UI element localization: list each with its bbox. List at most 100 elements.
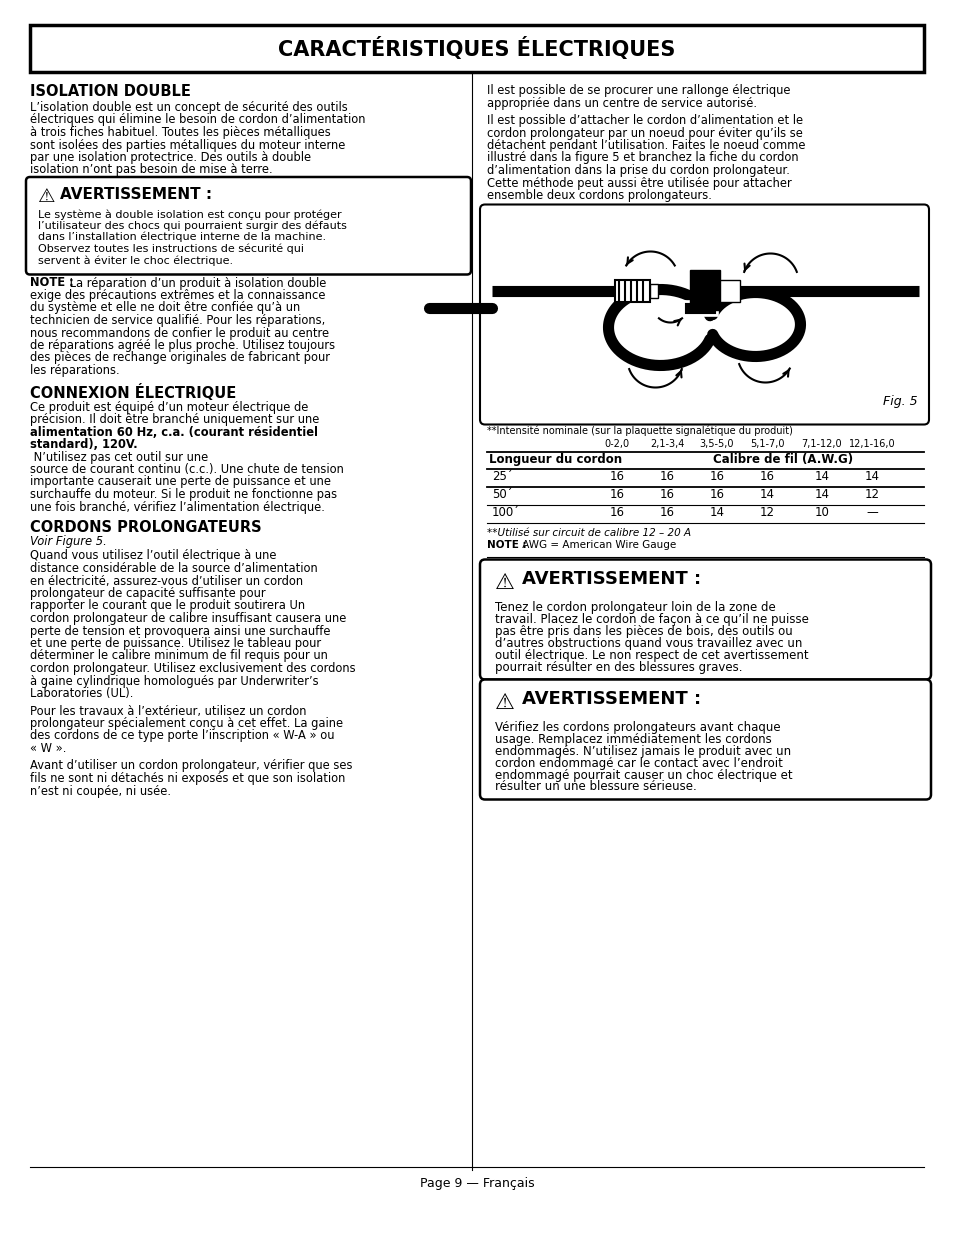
Text: AVERTISSEMENT :: AVERTISSEMENT : bbox=[521, 690, 700, 709]
Text: 16: 16 bbox=[709, 489, 723, 501]
Text: Observez toutes les instructions de sécurité qui: Observez toutes les instructions de sécu… bbox=[38, 243, 304, 254]
Text: 50´: 50´ bbox=[492, 489, 512, 501]
Text: La réparation d’un produit à isolation double: La réparation d’un produit à isolation d… bbox=[66, 277, 326, 289]
FancyBboxPatch shape bbox=[479, 679, 930, 799]
Text: déterminer le calibre minimum de fil requis pour un: déterminer le calibre minimum de fil req… bbox=[30, 650, 328, 662]
Text: Voir Figure 5.: Voir Figure 5. bbox=[30, 535, 107, 548]
Text: précision. Il doit être branché uniquement sur une: précision. Il doit être branché uniqueme… bbox=[30, 412, 319, 426]
Text: source de courant continu (c.c.). Une chute de tension: source de courant continu (c.c.). Une ch… bbox=[30, 463, 343, 475]
Text: 16: 16 bbox=[609, 489, 624, 501]
Bar bbox=[690, 269, 720, 310]
Text: ⚠: ⚠ bbox=[38, 186, 55, 206]
Text: à gaine cylindrique homologués par Underwriter’s: à gaine cylindrique homologués par Under… bbox=[30, 674, 318, 688]
Text: 14: 14 bbox=[814, 489, 828, 501]
Text: 12,1-16,0: 12,1-16,0 bbox=[848, 438, 894, 448]
Text: les réparations.: les réparations. bbox=[30, 364, 119, 377]
Text: sont isolées des parties métalliques du moteur interne: sont isolées des parties métalliques du … bbox=[30, 138, 345, 152]
Text: « W ».: « W ». bbox=[30, 742, 67, 755]
Text: importante causerait une perte de puissance et une: importante causerait une perte de puissa… bbox=[30, 475, 331, 489]
Text: pas être pris dans les pièces de bois, des outils ou: pas être pris dans les pièces de bois, d… bbox=[495, 625, 792, 637]
Text: L’isolation double est un concept de sécurité des outils: L’isolation double est un concept de séc… bbox=[30, 101, 348, 114]
Text: cordon endommagé car le contact avec l’endroit: cordon endommagé car le contact avec l’e… bbox=[495, 757, 782, 769]
Text: 7,1-12,0: 7,1-12,0 bbox=[801, 438, 841, 448]
Text: servent à éviter le choc électrique.: servent à éviter le choc électrique. bbox=[38, 254, 233, 266]
Text: alimentation 60 Hz, c.a. (courant résidentiel: alimentation 60 Hz, c.a. (courant réside… bbox=[30, 426, 317, 438]
FancyBboxPatch shape bbox=[26, 177, 471, 274]
FancyBboxPatch shape bbox=[479, 559, 930, 679]
Text: ISOLATION DOUBLE: ISOLATION DOUBLE bbox=[30, 84, 191, 99]
Text: nous recommandons de confier le produit au centre: nous recommandons de confier le produit … bbox=[30, 326, 329, 340]
Text: ⚠: ⚠ bbox=[495, 693, 515, 713]
Text: **Utilisé sur circuit de calibre 12 – 20 A: **Utilisé sur circuit de calibre 12 – 20… bbox=[486, 527, 690, 537]
Text: appropriée dans un centre de service autorisé.: appropriée dans un centre de service aut… bbox=[486, 96, 757, 110]
Text: 16: 16 bbox=[609, 506, 624, 520]
Text: endommagés. N’utilisez jamais le produit avec un: endommagés. N’utilisez jamais le produit… bbox=[495, 745, 790, 757]
Text: une fois branché, vérifiez l’alimentation électrique.: une fois branché, vérifiez l’alimentatio… bbox=[30, 500, 325, 514]
Text: 14: 14 bbox=[709, 506, 723, 520]
Text: 14: 14 bbox=[863, 471, 879, 483]
Text: isolation n’ont pas besoin de mise à terre.: isolation n’ont pas besoin de mise à ter… bbox=[30, 163, 273, 177]
Text: AVERTISSEMENT :: AVERTISSEMENT : bbox=[521, 571, 700, 589]
Text: —: — bbox=[865, 506, 877, 520]
Text: 12: 12 bbox=[759, 506, 774, 520]
Text: électriques qui élimine le besoin de cordon d’alimentation: électriques qui élimine le besoin de cor… bbox=[30, 114, 365, 126]
Text: 16: 16 bbox=[659, 471, 674, 483]
Text: Avant d’utiliser un cordon prolongateur, vérifier que ses: Avant d’utiliser un cordon prolongateur,… bbox=[30, 760, 352, 773]
Text: cordon prolongateur par un noeud pour éviter qu’ils se: cordon prolongateur par un noeud pour év… bbox=[486, 126, 802, 140]
Text: et une perte de puissance. Utilisez le tableau pour: et une perte de puissance. Utilisez le t… bbox=[30, 637, 321, 650]
Text: 14: 14 bbox=[759, 489, 774, 501]
Text: dans l’installation électrique interne de la machine.: dans l’installation électrique interne d… bbox=[38, 232, 326, 242]
Text: n’est ni coupée, ni usée.: n’est ni coupée, ni usée. bbox=[30, 784, 171, 798]
Text: exige des précautions extrêmes et la connaissance: exige des précautions extrêmes et la con… bbox=[30, 289, 325, 303]
Text: perte de tension et provoquera ainsi une surchauffe: perte de tension et provoquera ainsi une… bbox=[30, 625, 330, 637]
Text: Il est possible de se procurer une rallonge électrique: Il est possible de se procurer une rallo… bbox=[486, 84, 790, 98]
Text: NOTE :: NOTE : bbox=[30, 277, 73, 289]
Text: 16: 16 bbox=[759, 471, 774, 483]
Text: AVERTISSEMENT :: AVERTISSEMENT : bbox=[60, 186, 212, 203]
Text: endommagé pourrait causer un choc électrique et: endommagé pourrait causer un choc électr… bbox=[495, 768, 792, 782]
Text: travail. Placez le cordon de façon à ce qu’il ne puisse: travail. Placez le cordon de façon à ce … bbox=[495, 613, 808, 625]
Bar bbox=[720, 279, 740, 301]
Text: Vérifiez les cordons prolongateurs avant chaque: Vérifiez les cordons prolongateurs avant… bbox=[495, 720, 780, 734]
Text: 10: 10 bbox=[814, 506, 828, 520]
Bar bbox=[650, 284, 658, 298]
Text: l’utilisateur des chocs qui pourraient surgir des défauts: l’utilisateur des chocs qui pourraient s… bbox=[38, 221, 347, 231]
Text: 16: 16 bbox=[659, 506, 674, 520]
FancyBboxPatch shape bbox=[479, 205, 928, 425]
Text: 14: 14 bbox=[814, 471, 828, 483]
Text: Fig. 5: Fig. 5 bbox=[882, 394, 917, 408]
Text: ensemble deux cordons prolongateurs.: ensemble deux cordons prolongateurs. bbox=[486, 189, 711, 203]
Text: 5,1-7,0: 5,1-7,0 bbox=[749, 438, 783, 448]
Text: usage. Remplacez immédiatement les cordons: usage. Remplacez immédiatement les cordo… bbox=[495, 732, 771, 746]
Text: Le système à double isolation est conçu pour protéger: Le système à double isolation est conçu … bbox=[38, 209, 341, 220]
Text: 25´: 25´ bbox=[492, 471, 512, 483]
Text: NOTE :: NOTE : bbox=[486, 541, 526, 551]
Text: Pour les travaux à l’extérieur, utilisez un cordon: Pour les travaux à l’extérieur, utilisez… bbox=[30, 704, 306, 718]
Text: CONNEXION ÉLECTRIQUE: CONNEXION ÉLECTRIQUE bbox=[30, 384, 236, 400]
Text: d’autres obstructions quand vous travaillez avec un: d’autres obstructions quand vous travail… bbox=[495, 636, 801, 650]
Text: distance considérable de la source d’alimentation: distance considérable de la source d’ali… bbox=[30, 562, 317, 576]
Text: 3,5-5,0: 3,5-5,0 bbox=[699, 438, 734, 448]
Text: en électricité, assurez-vous d’utiliser un cordon: en électricité, assurez-vous d’utiliser … bbox=[30, 574, 303, 588]
Text: du système et elle ne doit être confiée qu’à un: du système et elle ne doit être confiée … bbox=[30, 301, 300, 315]
Text: pourrait résulter en des blessures graves.: pourrait résulter en des blessures grave… bbox=[495, 661, 741, 673]
Text: des pièces de rechange originales de fabricant pour: des pièces de rechange originales de fab… bbox=[30, 352, 330, 364]
Text: des cordons de ce type porte l’inscription « W-A » ou: des cordons de ce type porte l’inscripti… bbox=[30, 730, 335, 742]
Text: Cette méthode peut aussi être utilisée pour attacher: Cette méthode peut aussi être utilisée p… bbox=[486, 177, 791, 189]
Text: 2,1-3,4: 2,1-3,4 bbox=[649, 438, 683, 448]
Text: cordon prolongateur. Utilisez exclusivement des cordons: cordon prolongateur. Utilisez exclusivem… bbox=[30, 662, 355, 676]
Text: Quand vous utilisez l’outil électrique à une: Quand vous utilisez l’outil électrique à… bbox=[30, 550, 276, 562]
Bar bbox=[30, 25, 923, 72]
Text: 0-2,0: 0-2,0 bbox=[604, 438, 629, 448]
Text: surchauffe du moteur. Si le produit ne fonctionne pas: surchauffe du moteur. Si le produit ne f… bbox=[30, 488, 336, 501]
Text: 12: 12 bbox=[863, 489, 879, 501]
Text: Laboratories (UL).: Laboratories (UL). bbox=[30, 687, 133, 700]
Text: prolongateur spécialement conçu à cet effet. La gaine: prolongateur spécialement conçu à cet ef… bbox=[30, 718, 343, 730]
Text: Calibre de fil (A.W.G): Calibre de fil (A.W.G) bbox=[712, 453, 852, 467]
Text: d’alimentation dans la prise du cordon prolongateur.: d’alimentation dans la prise du cordon p… bbox=[486, 164, 789, 177]
Text: outil électrique. Le non respect de cet avertissement: outil électrique. Le non respect de cet … bbox=[495, 648, 808, 662]
Text: ⚠: ⚠ bbox=[495, 573, 515, 593]
Text: de réparations agréé le plus proche. Utilisez toujours: de réparations agréé le plus proche. Uti… bbox=[30, 338, 335, 352]
Text: AWG = American Wire Gauge: AWG = American Wire Gauge bbox=[518, 541, 676, 551]
Text: Il est possible d’attacher le cordon d’alimentation et le: Il est possible d’attacher le cordon d’a… bbox=[486, 114, 802, 127]
